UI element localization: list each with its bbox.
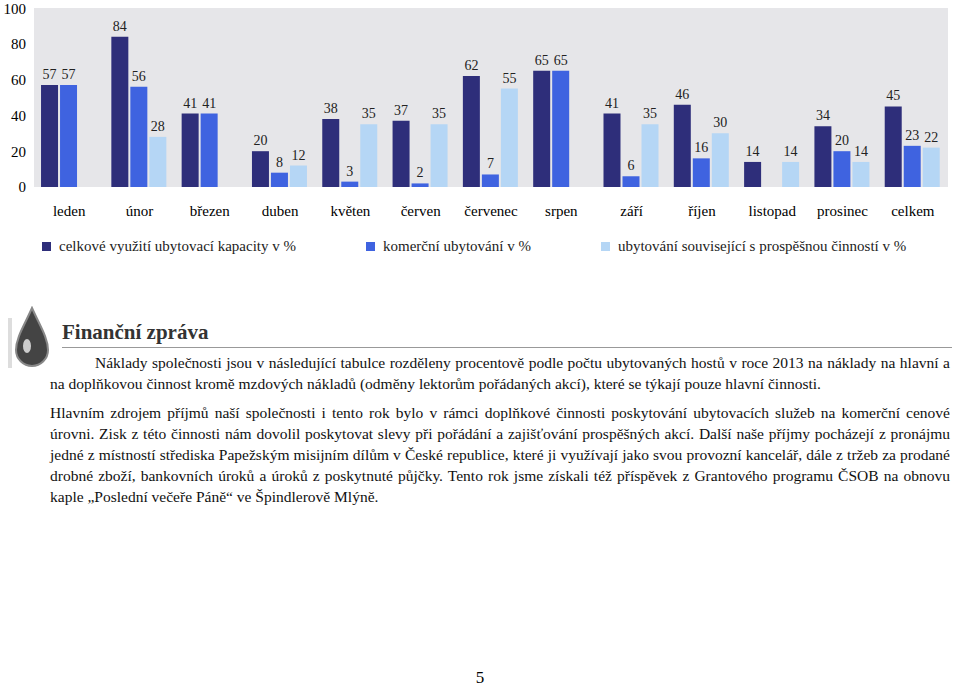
svg-text:8: 8 xyxy=(276,155,283,170)
html-text:ubytování související s prospě: ubytování související s prospěšnou činno… xyxy=(617,238,907,254)
svg-text:35: 35 xyxy=(643,106,657,121)
svg-text:20: 20 xyxy=(835,133,849,148)
svg-text:celkem: celkem xyxy=(891,203,935,219)
svg-text:28: 28 xyxy=(151,119,165,134)
svg-text:65: 65 xyxy=(535,53,549,68)
svg-text:35: 35 xyxy=(432,106,446,121)
svg-text:100: 100 xyxy=(8,1,26,17)
svg-text:červen: červen xyxy=(401,203,441,219)
svg-text:14: 14 xyxy=(746,144,760,159)
svg-text:červenec: červenec xyxy=(464,203,518,219)
svg-text:65: 65 xyxy=(554,53,568,68)
svg-text:56: 56 xyxy=(132,69,146,84)
svg-text:37: 37 xyxy=(394,103,408,118)
svg-text:7: 7 xyxy=(487,156,494,171)
svg-text:57: 57 xyxy=(62,67,76,82)
svg-text:16: 16 xyxy=(694,140,708,155)
svg-text:20: 20 xyxy=(253,133,267,148)
svg-text:84: 84 xyxy=(113,19,127,34)
svg-text:14: 14 xyxy=(854,144,868,159)
svg-text:říjen: říjen xyxy=(688,203,716,219)
svg-text:únor: únor xyxy=(126,203,154,219)
svg-text:0: 0 xyxy=(19,179,27,195)
svg-text:34: 34 xyxy=(816,108,830,123)
svg-text:20: 20 xyxy=(11,144,26,160)
svg-text:duben: duben xyxy=(262,203,299,219)
svg-text:38: 38 xyxy=(324,101,338,116)
svg-text:41: 41 xyxy=(605,96,619,111)
svg-text:květen: květen xyxy=(330,203,370,219)
svg-text:září: září xyxy=(620,203,642,219)
svg-text:45: 45 xyxy=(886,88,900,103)
svg-text:35: 35 xyxy=(362,106,376,121)
svg-text:březen: březen xyxy=(190,203,230,219)
svg-text:23: 23 xyxy=(905,128,919,143)
html-text:Náklady společnosti jsou v nás: Náklady společnosti jsou v následující t… xyxy=(50,354,950,392)
svg-text:40: 40 xyxy=(11,108,26,124)
svg-text:3: 3 xyxy=(346,164,353,179)
svg-text:46: 46 xyxy=(675,87,689,102)
svg-text:22: 22 xyxy=(924,130,938,145)
svg-text:12: 12 xyxy=(291,148,305,163)
html-text:5: 5 xyxy=(475,668,485,687)
svg-text:57: 57 xyxy=(43,67,57,82)
svg-text:prosinec: prosinec xyxy=(817,203,868,219)
svg-text:80: 80 xyxy=(11,36,26,52)
svg-text:6: 6 xyxy=(627,158,634,173)
html-text:Finanční zpráva: Finanční zpráva xyxy=(62,320,209,344)
svg-text:60: 60 xyxy=(11,72,26,88)
svg-text:leden: leden xyxy=(53,203,86,219)
html-text:komerční ubytování v %: komerční ubytování v % xyxy=(383,238,531,254)
html-text:celkové využití ubytovací kapa: celkové využití ubytovací kapacity v % xyxy=(59,238,296,254)
svg-text:55: 55 xyxy=(502,71,516,86)
svg-text:62: 62 xyxy=(464,58,478,73)
svg-text:41: 41 xyxy=(183,96,197,111)
svg-text:srpen: srpen xyxy=(545,203,578,219)
svg-text:30: 30 xyxy=(713,115,727,130)
svg-text:2: 2 xyxy=(417,165,424,180)
svg-text:listopad: listopad xyxy=(748,203,796,219)
svg-text:14: 14 xyxy=(784,144,798,159)
html-text:Hlavním zdrojem příjmů naší sp: Hlavním zdrojem příjmů naší společnosti … xyxy=(50,404,950,505)
svg-text:41: 41 xyxy=(202,96,216,111)
